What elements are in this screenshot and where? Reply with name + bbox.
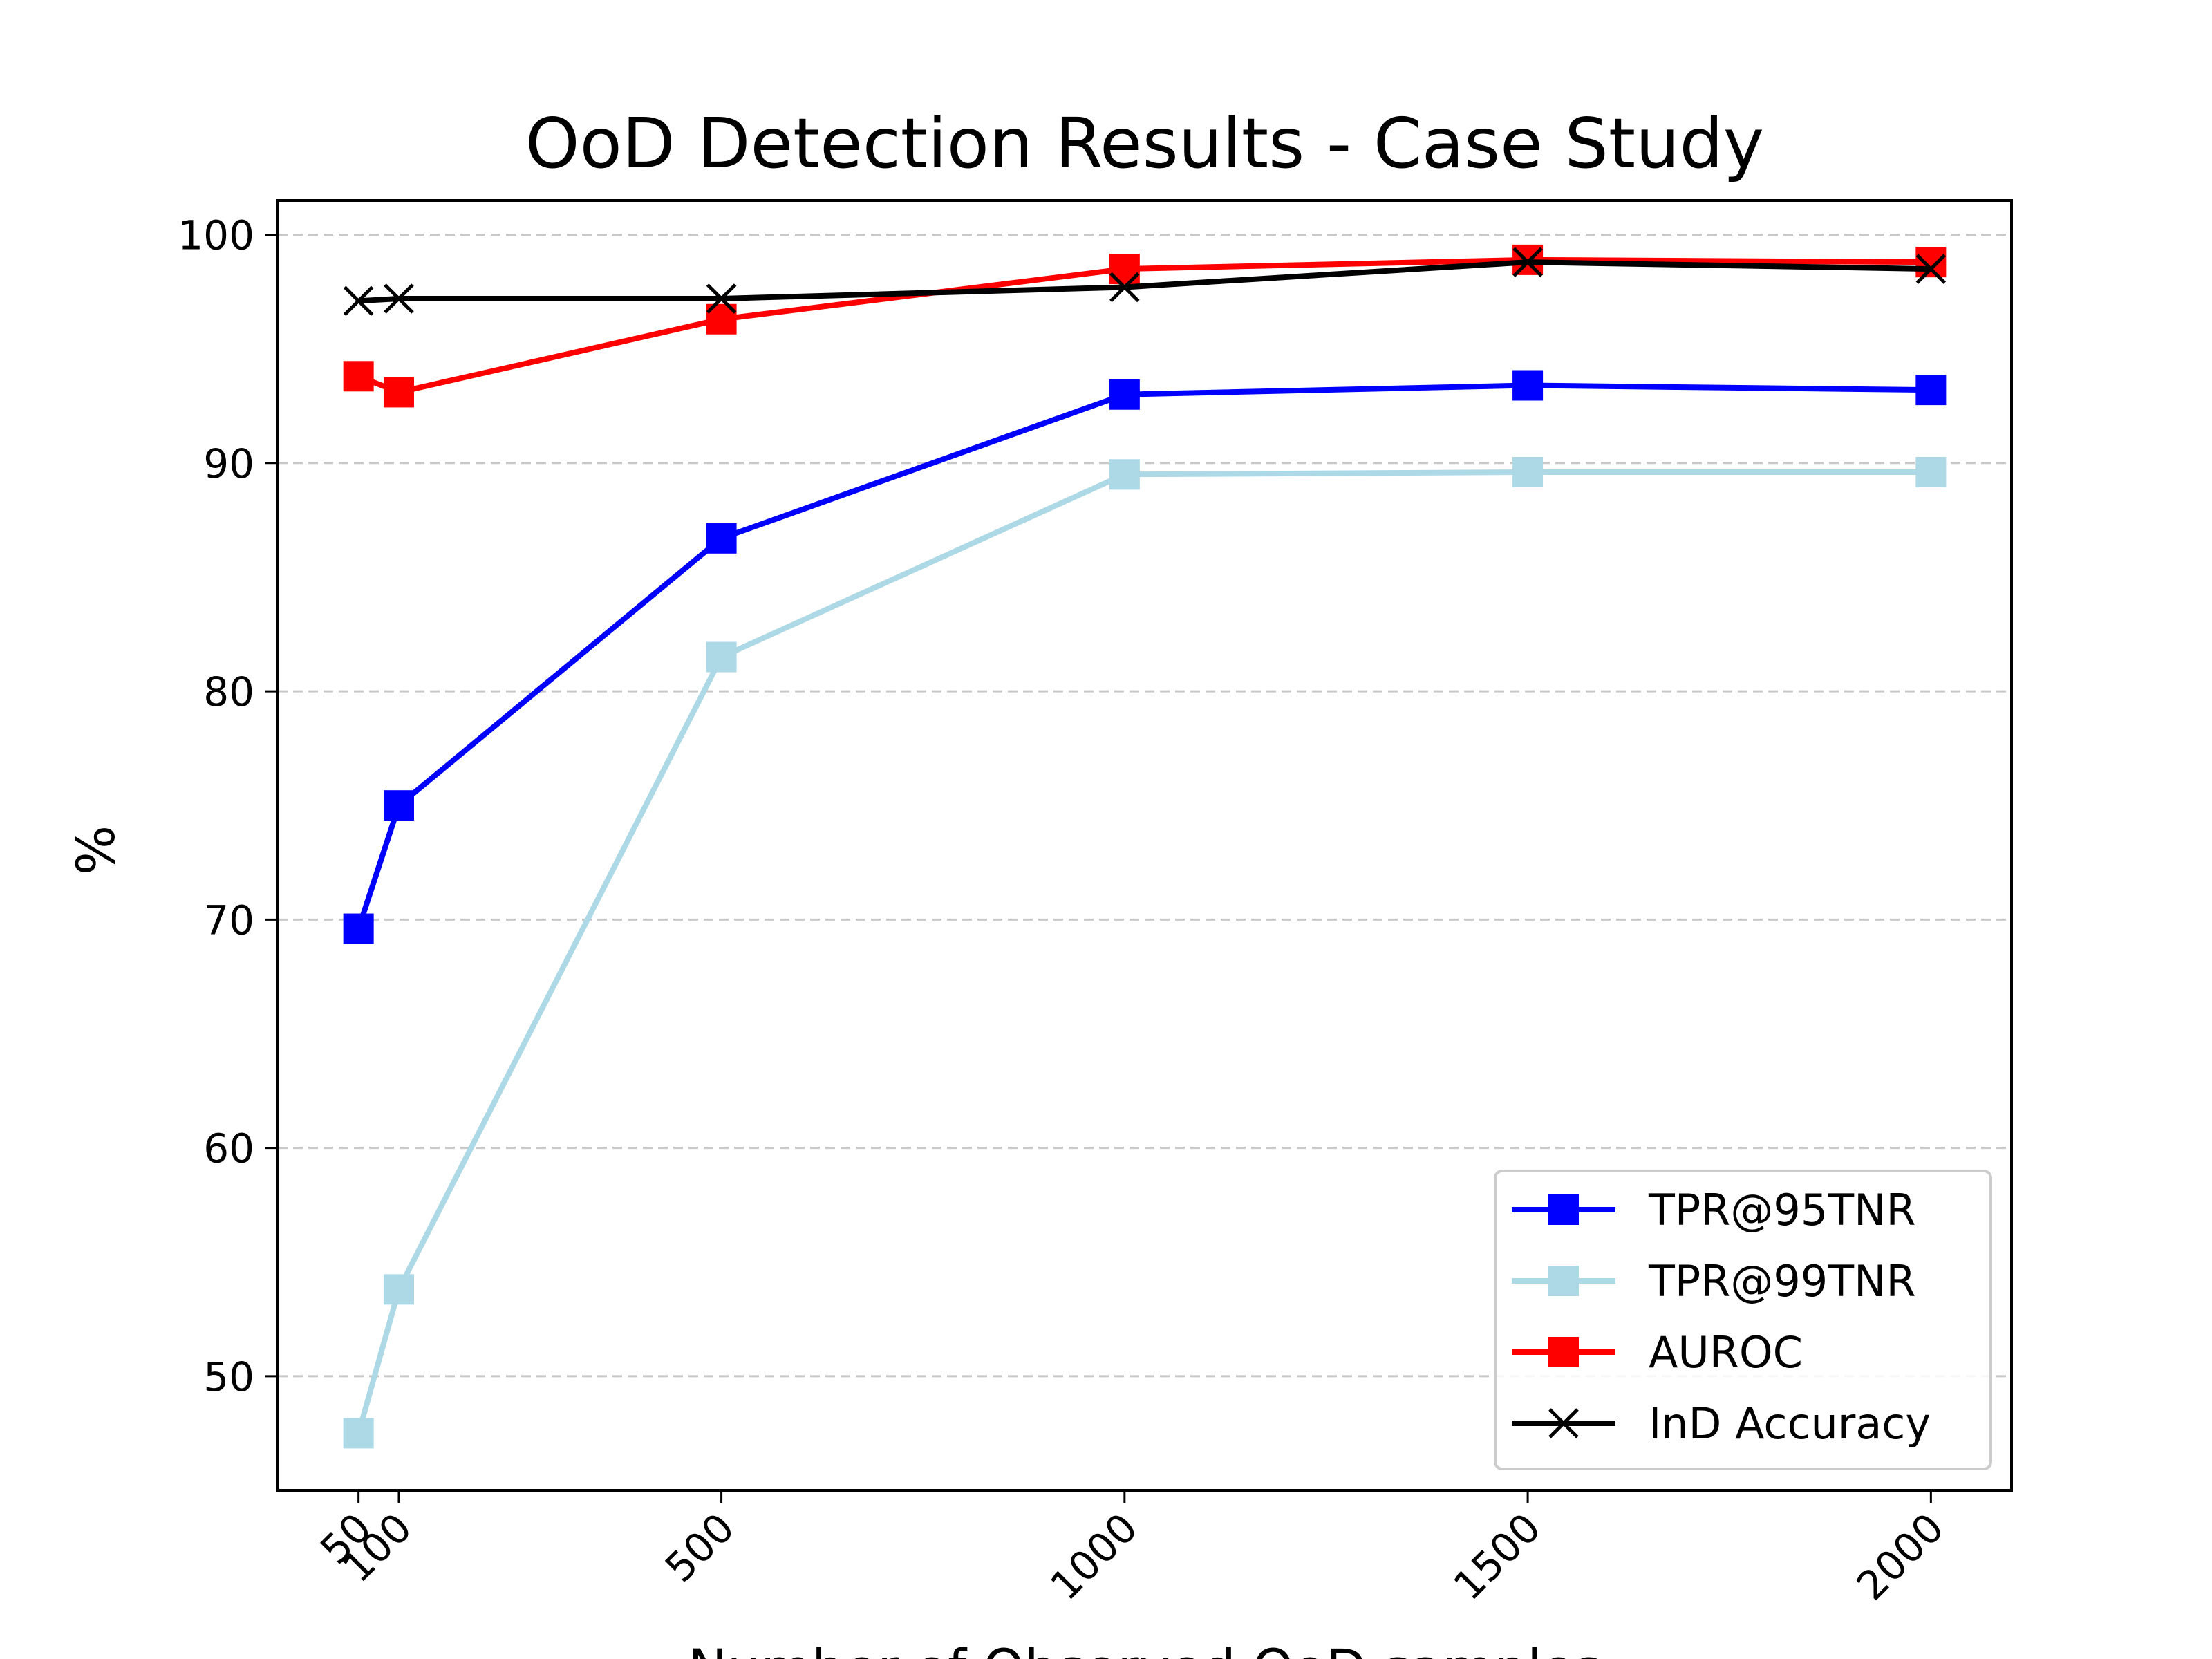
series-line-tpr-95tnr — [355, 382, 1931, 930]
x-tick-label-2000: 2000 — [1848, 1504, 1953, 1609]
series-tpr-95tnr — [343, 370, 1947, 944]
data-point-tpr-99tnr-50 — [343, 1418, 374, 1449]
legend-label-tpr-99tnr: TPR@99TNR — [1648, 1256, 1916, 1306]
x-tick-label-1500: 1500 — [1445, 1504, 1550, 1609]
data-point-tpr-99tnr-1500 — [1512, 457, 1544, 488]
data-point-tpr-99tnr-1000 — [1109, 459, 1140, 490]
legend-marker-tpr-99tnr — [1548, 1266, 1579, 1296]
data-point-auroc-2000 — [1915, 247, 1947, 278]
y-tick-label-50: 50 — [203, 1353, 254, 1400]
data-point-ind-accuracy-100 — [384, 283, 414, 314]
legend-marker-tpr-95tnr — [1548, 1194, 1579, 1225]
legend-item-ind-accuracy: InD Accuracy — [1512, 1398, 1931, 1449]
y-axis-label: % — [65, 825, 126, 875]
y-tick-label-70: 70 — [203, 897, 254, 944]
plot-frame — [276, 199, 2013, 1492]
data-point-tpr-99tnr-100 — [383, 1274, 414, 1305]
legend: TPR@95TNR TPR@99TNR AUROC InD Accuracy — [1494, 1170, 1992, 1470]
series-tpr-99tnr — [343, 457, 1947, 1449]
data-point-tpr-95tnr-100 — [383, 790, 414, 821]
data-point-auroc-1000 — [1109, 254, 1140, 285]
x-axis-label: Number of Observed OoD samples — [688, 1638, 1602, 1659]
legend-item-tpr-95tnr: TPR@95TNR — [1512, 1185, 1916, 1235]
x-tick-label-500: 500 — [656, 1504, 743, 1591]
y-axis-ticks: 50 60 70 80 90 100 — [178, 212, 278, 1400]
data-point-tpr-99tnr-2000 — [1915, 457, 1947, 488]
chart-title: OoD Detection Results - Case Study — [525, 103, 1764, 184]
series-auroc — [343, 244, 1947, 408]
series-line-ind-accuracy — [358, 259, 1931, 304]
data-point-tpr-95tnr-2000 — [1915, 375, 1947, 406]
data-point-tpr-95tnr-50 — [343, 913, 374, 944]
data-point-auroc-50 — [343, 361, 374, 392]
x-tick-label-1000: 1000 — [1041, 1504, 1146, 1609]
data-point-tpr-99tnr-500 — [706, 641, 737, 673]
data-point-tpr-95tnr-1500 — [1512, 370, 1544, 401]
data-point-tpr-95tnr-500 — [706, 523, 737, 554]
legend-box — [1494, 1170, 1992, 1470]
legend-label-tpr-95tnr: TPR@95TNR — [1648, 1185, 1916, 1235]
series-layer — [343, 244, 1947, 1449]
series-line-auroc — [357, 256, 1931, 395]
y-tick-label-90: 90 — [203, 440, 254, 487]
data-point-ind-accuracy-2000 — [1915, 254, 1947, 284]
legend-marker-ind-accuracy — [1548, 1408, 1579, 1438]
y-tick-label-100: 100 — [178, 212, 254, 259]
data-point-auroc-100 — [383, 377, 414, 408]
data-point-ind-accuracy-50 — [343, 285, 374, 317]
data-point-tpr-95tnr-1000 — [1109, 379, 1140, 410]
legend-marker-auroc — [1548, 1337, 1579, 1367]
data-point-ind-accuracy-1000 — [1109, 272, 1140, 303]
legend-label-ind-accuracy: InD Accuracy — [1649, 1398, 1931, 1449]
legend-item-tpr-99tnr: TPR@99TNR — [1512, 1256, 1916, 1306]
data-point-ind-accuracy-500 — [706, 283, 737, 314]
y-tick-label-80: 80 — [203, 668, 254, 715]
legend-item-auroc: AUROC — [1512, 1327, 1803, 1378]
legend-label-auroc: AUROC — [1649, 1327, 1803, 1378]
data-point-ind-accuracy-1500 — [1512, 247, 1543, 277]
series-line-tpr-99tnr — [355, 469, 1931, 1434]
series-ind-accuracy — [343, 247, 1947, 317]
y-tick-label-60: 60 — [203, 1125, 254, 1172]
